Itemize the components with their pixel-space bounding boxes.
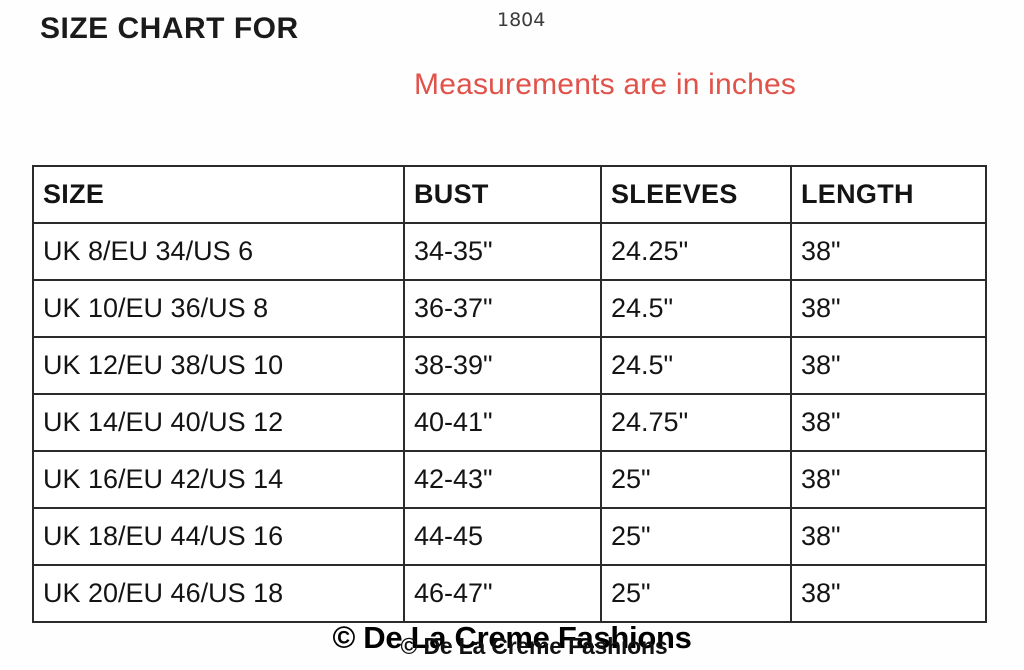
table-row: UK 20/EU 46/US 18 46-47" 25" 38" bbox=[32, 564, 987, 623]
table-row: UK 12/EU 38/US 10 38-39" 24.5" 38" bbox=[32, 336, 987, 395]
cell-bust: 38-39" bbox=[403, 336, 602, 395]
cell-length: 38" bbox=[790, 336, 987, 395]
cell-size: UK 18/EU 44/US 16 bbox=[32, 507, 405, 566]
cell-length: 38" bbox=[790, 507, 987, 566]
cell-length: 38" bbox=[790, 279, 987, 338]
page-title: SIZE CHART FOR bbox=[40, 12, 299, 45]
column-header-sleeves: SLEEVES bbox=[600, 165, 792, 224]
table-row: UK 18/EU 44/US 16 44-45 25" 38" bbox=[32, 507, 987, 566]
cell-size: UK 12/EU 38/US 10 bbox=[32, 336, 405, 395]
cell-length: 38" bbox=[790, 393, 987, 452]
cell-size: UK 14/EU 40/US 12 bbox=[32, 393, 405, 452]
table-row: UK 10/EU 36/US 8 36-37" 24.5" 38" bbox=[32, 279, 987, 338]
style-code-label: 1804 bbox=[497, 9, 546, 31]
cell-bust: 40-41" bbox=[403, 393, 602, 452]
cell-bust: 36-37" bbox=[403, 279, 602, 338]
column-header-size: SIZE bbox=[32, 165, 405, 224]
cell-bust: 44-45 bbox=[403, 507, 602, 566]
copyright-notice-overlay: © De La Creme Fashions bbox=[400, 633, 668, 659]
cell-sleeves: 24.5" bbox=[600, 336, 792, 395]
cell-size: UK 8/EU 34/US 6 bbox=[32, 222, 405, 281]
cell-sleeves: 25" bbox=[600, 507, 792, 566]
footer: © De La Creme Fashions © De La Creme Fas… bbox=[0, 620, 1024, 670]
cell-size: UK 10/EU 36/US 8 bbox=[32, 279, 405, 338]
table-row: UK 14/EU 40/US 12 40-41" 24.75" 38" bbox=[32, 393, 987, 452]
size-chart-table: SIZE BUST SLEEVES LENGTH UK 8/EU 34/US 6… bbox=[32, 165, 987, 623]
measurement-units-note: Measurements are in inches bbox=[414, 68, 797, 101]
cell-length: 38" bbox=[790, 222, 987, 281]
table-row: UK 16/EU 42/US 14 42-43" 25" 38" bbox=[32, 450, 987, 509]
cell-size: UK 20/EU 46/US 18 bbox=[32, 564, 405, 623]
table-row: UK 8/EU 34/US 6 34-35" 24.25" 38" bbox=[32, 222, 987, 281]
cell-sleeves: 24.25" bbox=[600, 222, 792, 281]
column-header-length: LENGTH bbox=[790, 165, 987, 224]
cell-sleeves: 24.75" bbox=[600, 393, 792, 452]
column-header-bust: BUST bbox=[403, 165, 602, 224]
cell-bust: 46-47" bbox=[403, 564, 602, 623]
cell-sleeves: 25" bbox=[600, 564, 792, 623]
cell-sleeves: 24.5" bbox=[600, 279, 792, 338]
cell-sleeves: 25" bbox=[600, 450, 792, 509]
cell-bust: 34-35" bbox=[403, 222, 602, 281]
copyright-notice-primary: © De La Creme Fashions bbox=[332, 620, 692, 655]
cell-size: UK 16/EU 42/US 14 bbox=[32, 450, 405, 509]
table-header-row: SIZE BUST SLEEVES LENGTH bbox=[32, 165, 987, 224]
cell-length: 38" bbox=[790, 564, 987, 623]
cell-bust: 42-43" bbox=[403, 450, 602, 509]
cell-length: 38" bbox=[790, 450, 987, 509]
